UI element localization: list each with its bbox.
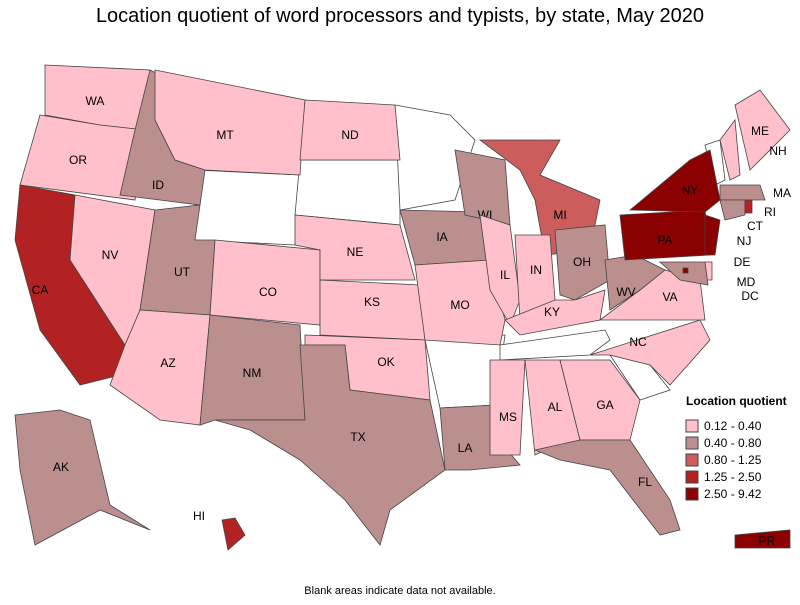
state-label: CT <box>747 219 764 233</box>
state-label: TX <box>350 430 365 444</box>
state-label: MA <box>773 186 791 200</box>
state-label: KY <box>544 305 560 319</box>
state-label: NV <box>102 248 119 262</box>
legend-title: Location quotient <box>686 394 787 408</box>
legend-label: 0.12 - 0.40 <box>704 419 762 433</box>
state-blank <box>294 159 401 226</box>
state-label: NE <box>347 245 364 259</box>
map-title: Location quotient of word processors and… <box>96 5 704 27</box>
legend-swatch <box>685 470 699 484</box>
state-label: PR <box>759 534 776 548</box>
state-label: OH <box>573 255 591 269</box>
state-label: CO <box>259 285 277 299</box>
state-label: NH <box>769 144 786 158</box>
state-label: OR <box>69 153 87 167</box>
state-label: NM <box>243 366 262 380</box>
state-label: VA <box>662 290 677 304</box>
state-label: MI <box>553 208 566 222</box>
state-blank <box>499 329 611 361</box>
state <box>719 184 766 201</box>
state-label: IA <box>436 230 447 244</box>
state <box>14 409 151 546</box>
state <box>559 359 641 441</box>
legend-label: 0.80 - 1.25 <box>704 453 762 467</box>
state <box>734 89 791 171</box>
state <box>414 259 506 346</box>
state <box>154 69 306 176</box>
state-label: OK <box>377 355 394 369</box>
state-label: LA <box>458 441 473 455</box>
state <box>682 267 689 274</box>
state-label: WA <box>86 94 105 108</box>
state <box>221 517 246 551</box>
state-label: UT <box>174 265 191 279</box>
state-label: MD <box>737 275 756 289</box>
state <box>719 199 746 221</box>
state <box>489 359 526 456</box>
state <box>554 224 611 301</box>
state <box>479 214 521 326</box>
state-label: MO <box>450 298 469 312</box>
state-label: MS <box>499 410 517 424</box>
state-label: DE <box>734 255 751 269</box>
state <box>533 439 681 536</box>
legend-label: 2.50 - 9.42 <box>704 487 762 501</box>
state-label: KS <box>364 295 380 309</box>
state-label: IN <box>530 263 542 277</box>
state-label: ND <box>341 128 359 142</box>
state-label: DC <box>741 289 759 303</box>
state-label: AZ <box>160 356 175 370</box>
state-blank <box>194 169 301 246</box>
state-label: NY <box>682 183 699 197</box>
state-label: GA <box>596 398 613 412</box>
legend-swatch <box>685 487 699 501</box>
state <box>214 344 446 546</box>
state <box>719 118 741 181</box>
state-label: IL <box>500 268 510 282</box>
legend-swatch <box>685 419 699 433</box>
legend-label: 0.40 - 0.80 <box>704 436 762 450</box>
state-label: RI <box>764 205 776 219</box>
state-label: HI <box>193 509 205 523</box>
state <box>319 279 426 341</box>
states: WAORCANVIDMTUTCOAZNMNDNEKSOKTXIAMOLAWIIL… <box>14 64 791 551</box>
state <box>628 149 721 213</box>
state-label: CA <box>32 283 49 297</box>
state <box>744 199 753 214</box>
legend-label: 1.25 - 2.50 <box>704 470 762 484</box>
state <box>658 261 709 286</box>
state-label: NC <box>629 335 647 349</box>
state <box>704 214 721 256</box>
state-label: FL <box>638 475 652 489</box>
state-label: MT <box>216 128 234 142</box>
state-label: ID <box>152 178 164 192</box>
state <box>209 239 321 326</box>
state-label: NJ <box>737 234 752 248</box>
state-label: AK <box>53 460 69 474</box>
state <box>504 289 606 336</box>
state <box>734 529 791 549</box>
state-label: WV <box>616 285 635 299</box>
legend-swatch <box>685 436 699 450</box>
state-label: AL <box>548 400 563 414</box>
legend-swatch <box>685 453 699 467</box>
state-label: ME <box>751 124 769 138</box>
footnote: Blank areas indicate data not available. <box>304 585 495 597</box>
state-label: PA <box>657 233 672 247</box>
state <box>299 99 401 161</box>
